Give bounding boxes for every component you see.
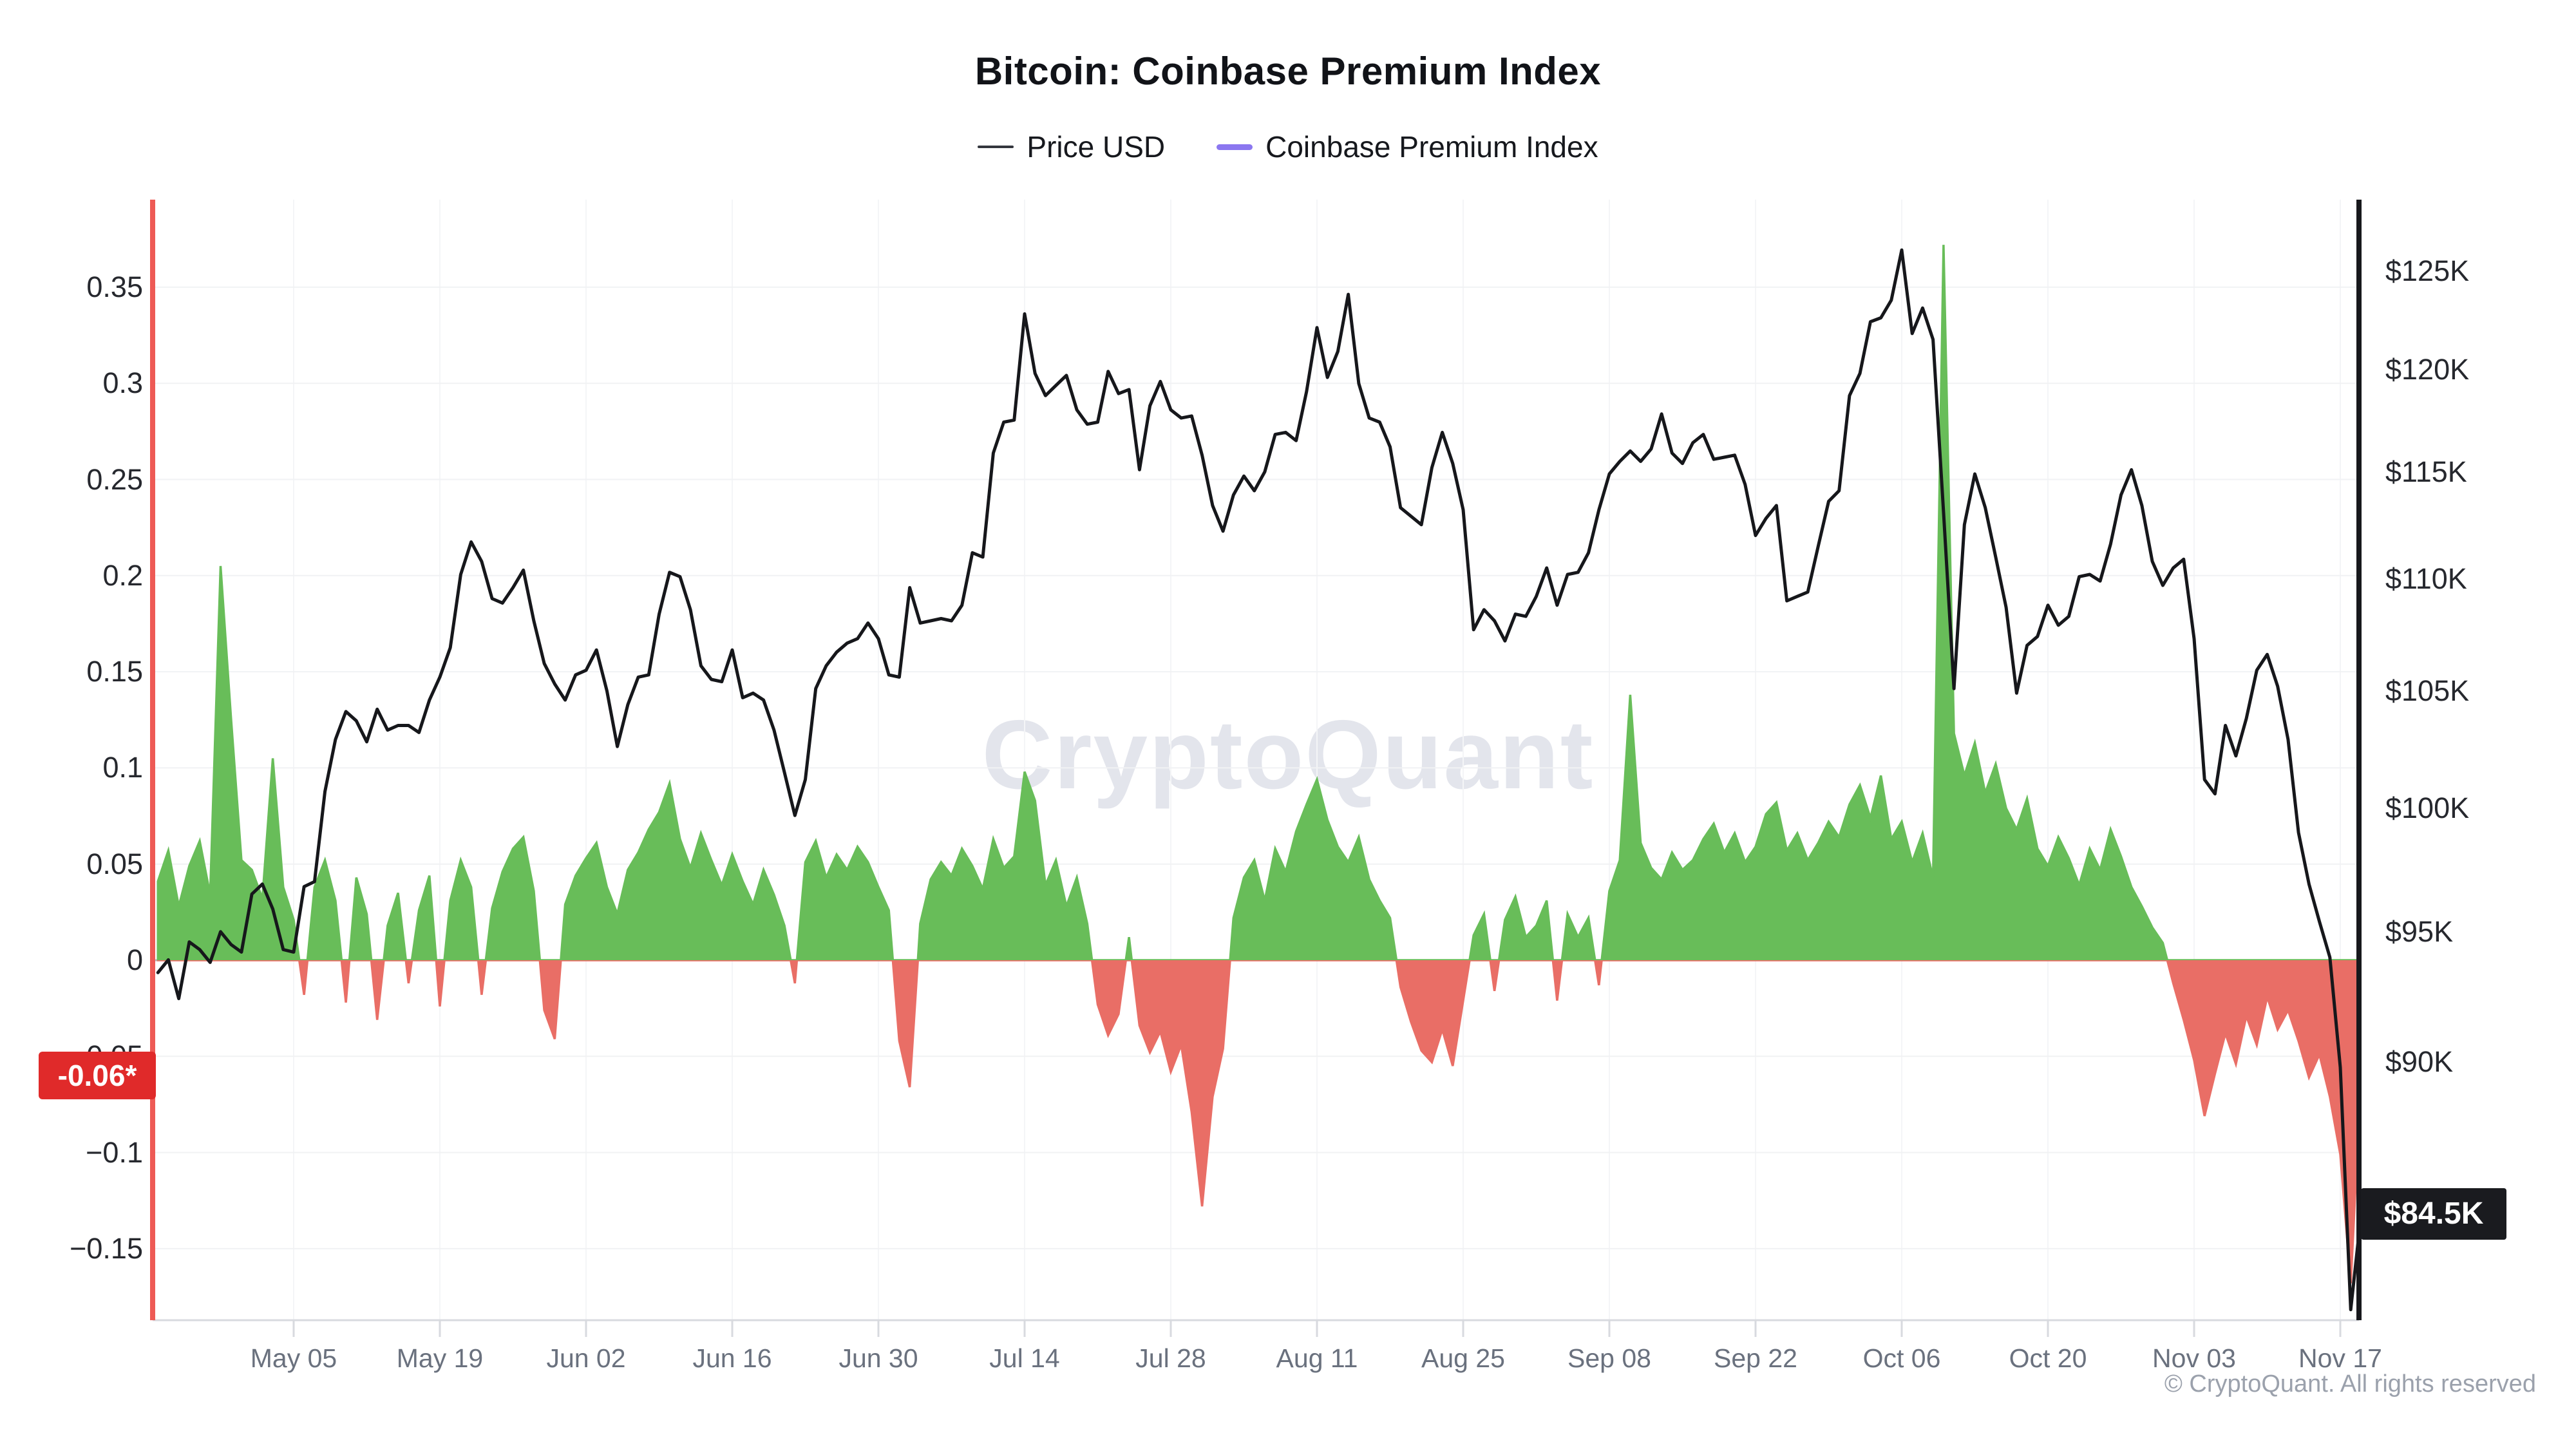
y-axis-right-tick-label: $115K — [2385, 455, 2467, 488]
y-axis-left-tick-label: 0.15 — [86, 655, 143, 688]
x-axis-tick-label: Jun 16 — [692, 1343, 772, 1373]
x-axis-tick-label: Aug 25 — [1421, 1343, 1505, 1373]
legend-item-price-usd[interactable]: Price USD — [978, 129, 1165, 164]
premium-current-value-badge: -0.06* — [39, 1052, 156, 1100]
y-axis-left-tick-label: −0.15 — [70, 1231, 143, 1265]
y-axis-right-tick-label: $100K — [2385, 791, 2470, 825]
y-axis-right-tick-label: $95K — [2385, 914, 2454, 948]
chart-title: Bitcoin: Coinbase Premium Index — [974, 50, 1602, 93]
price-line-swatch-icon — [978, 146, 1014, 148]
x-axis-tick-label: Nov 17 — [2298, 1343, 2382, 1373]
x-axis-tick-label: Oct 20 — [2009, 1343, 2087, 1373]
y-axis-left-tick-label: 0.1 — [102, 751, 143, 784]
y-axis-right-tick-label: $120K — [2385, 352, 2470, 386]
y-axis-right-tick-label: $110K — [2385, 562, 2467, 595]
x-axis-tick-label: May 05 — [250, 1343, 337, 1373]
y-axis-left-tick-label: 0.25 — [86, 462, 143, 496]
price-current-value-badge: $84.5K — [2361, 1188, 2506, 1240]
legend-label-coinbase-premium-index: Coinbase Premium Index — [1265, 130, 1598, 164]
legend-label-price-usd: Price USD — [1027, 130, 1166, 164]
x-axis-tick-label: Nov 03 — [2152, 1343, 2236, 1373]
y-axis-left-tick-label: 0.3 — [102, 366, 143, 400]
y-axis-right-tick-label: $90K — [2385, 1045, 2454, 1078]
x-axis-tick-label: Oct 06 — [1862, 1343, 1941, 1373]
y-axis-left-tick-label: 0.05 — [86, 847, 143, 880]
y-axis-right-tick-label: $125K — [2385, 254, 2470, 287]
x-axis-tick-label: May 19 — [396, 1343, 484, 1373]
x-axis-tick-label: Jun 02 — [546, 1343, 626, 1373]
x-axis-tick-label: Jul 28 — [1135, 1343, 1206, 1373]
premium-line-swatch-icon — [1217, 144, 1253, 150]
y-axis-left-tick-label: −0.1 — [86, 1135, 143, 1169]
chart-legend: Price USD Coinbase Premium Index — [0, 129, 2576, 165]
x-axis-tick-label: Jul 14 — [989, 1343, 1060, 1373]
cryptoquant-watermark: CryptoQuant — [981, 700, 1595, 810]
y-axis-left-tick-label: 0.2 — [102, 558, 143, 592]
copyright-notice: © CryptoQuant. All rights reserved — [2164, 1370, 2536, 1397]
legend-item-coinbase-premium-index[interactable]: Coinbase Premium Index — [1217, 129, 1598, 164]
x-axis-tick-label: Sep 08 — [1567, 1343, 1651, 1373]
x-axis-tick-label: Sep 22 — [1714, 1343, 1797, 1373]
y-axis-left-tick-label: 0 — [126, 943, 143, 976]
y-axis-right-tick-label: $105K — [2385, 674, 2470, 707]
x-axis-tick-label: Aug 11 — [1276, 1343, 1358, 1373]
y-axis-left-tick-label: 0.35 — [86, 270, 143, 303]
x-axis-tick-label: Jun 30 — [838, 1343, 918, 1373]
